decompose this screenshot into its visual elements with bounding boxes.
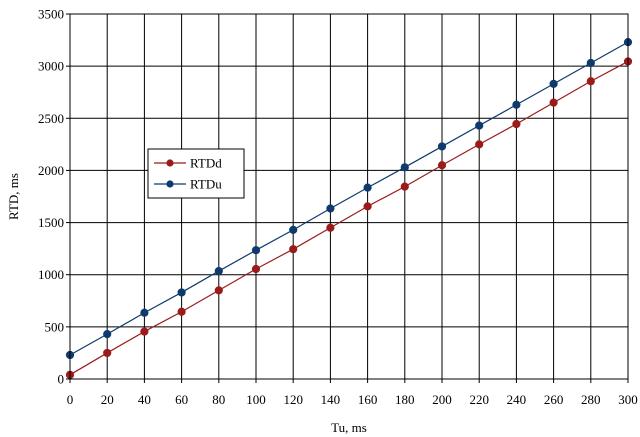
legend-marker <box>166 159 174 167</box>
data-point <box>326 223 335 232</box>
data-point <box>363 183 372 192</box>
x-tick-label: 60 <box>175 392 188 407</box>
x-tick-label: 260 <box>544 392 564 407</box>
x-tick-label: 120 <box>283 392 303 407</box>
y-tick-label: 1500 <box>38 215 64 230</box>
x-tick-label: 200 <box>432 392 452 407</box>
data-point <box>214 266 223 276</box>
data-point <box>103 330 112 339</box>
legend-entry: RTDd <box>154 156 222 171</box>
legend-entry: RTDu <box>154 177 222 192</box>
x-tick-label: 280 <box>581 392 601 407</box>
y-tick-label: 0 <box>58 372 65 387</box>
data-point <box>251 264 261 274</box>
data-point <box>363 202 372 211</box>
data-point <box>289 225 298 234</box>
series-RTDd <box>65 57 633 379</box>
data-point <box>586 58 595 68</box>
legend-marker <box>166 180 174 188</box>
series-layer <box>65 38 633 379</box>
data-point <box>512 100 521 109</box>
data-point <box>475 140 484 149</box>
x-tick-label: 140 <box>321 392 341 407</box>
x-tick-label: 180 <box>395 392 415 407</box>
data-point <box>140 308 149 317</box>
x-tick-label: 160 <box>358 392 378 407</box>
legend-entries: RTDd RTDu <box>154 156 222 192</box>
x-axis-label: Tu, ms <box>331 420 367 435</box>
y-tick-label: 2000 <box>38 163 64 178</box>
data-point <box>214 286 223 295</box>
data-point <box>400 163 409 172</box>
series-line <box>69 41 629 356</box>
tick-labels: 0 20 40 60 80 100 120 140 160 180 200 220 240 260 280 3… <box>38 7 638 408</box>
data-point <box>140 327 149 336</box>
data-point <box>177 288 186 297</box>
data-point <box>437 142 447 151</box>
series-line <box>69 60 629 376</box>
x-tick-label: 20 <box>101 392 114 407</box>
data-point <box>512 119 521 129</box>
data-point <box>400 182 409 191</box>
legend-box <box>147 148 245 199</box>
x-tick-label: 80 <box>212 392 225 407</box>
x-tick-label: 100 <box>246 392 266 407</box>
data-point <box>103 348 112 358</box>
data-point <box>549 79 558 88</box>
data-point <box>586 77 595 86</box>
y-tick-label: 1000 <box>38 267 64 282</box>
data-point <box>177 307 186 316</box>
y-axis-label: RTD, ms <box>6 173 21 220</box>
data-point <box>326 204 335 213</box>
y-tick-label: 2500 <box>38 111 64 126</box>
data-point <box>251 246 261 255</box>
x-tick-label: 0 <box>67 392 74 407</box>
x-tick-label: 40 <box>138 392 151 407</box>
legend-label: RTDd <box>190 156 222 171</box>
data-point <box>437 161 447 170</box>
series-RTDu <box>65 38 633 360</box>
data-point <box>289 245 298 254</box>
legend: RTDd RTDu <box>147 148 245 199</box>
x-tick-label: 220 <box>469 392 489 407</box>
data-point <box>549 98 558 107</box>
y-tick-label: 500 <box>45 319 65 334</box>
y-tick-label: 3000 <box>38 59 64 74</box>
y-tick-label: 3500 <box>38 7 64 22</box>
x-tick-label: 240 <box>507 392 527 407</box>
grid <box>69 13 629 380</box>
plot-frame <box>69 13 629 380</box>
legend-label: RTDu <box>190 177 222 192</box>
x-tick-label: 300 <box>618 392 638 407</box>
data-point <box>475 121 484 130</box>
